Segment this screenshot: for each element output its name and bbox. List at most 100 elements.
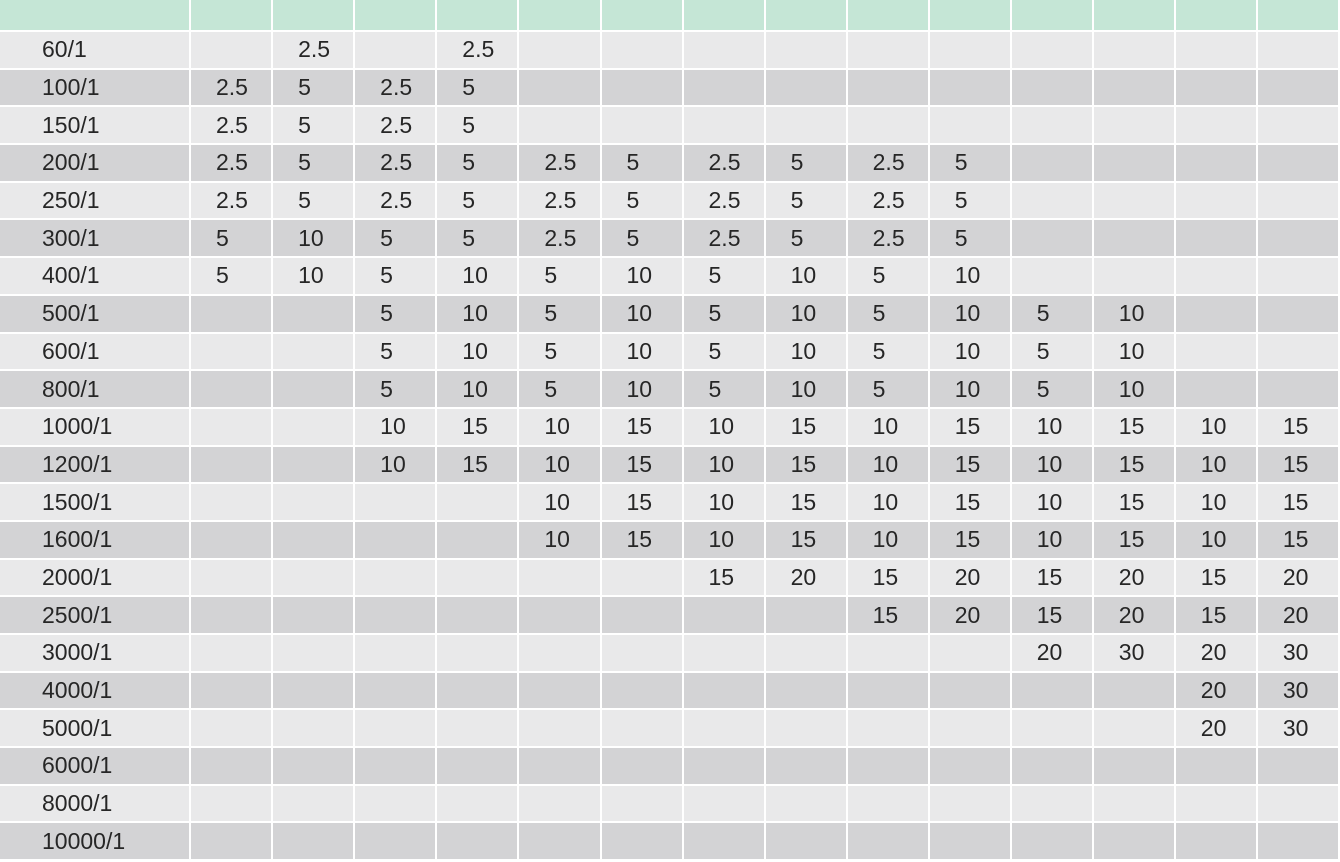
table-cell: 15	[1093, 484, 1174, 520]
table-cell: 5	[519, 333, 600, 370]
header-row	[0, 0, 1338, 30]
table-cell: 10	[765, 371, 846, 407]
row-label: 10000/1	[0, 823, 189, 860]
table-row: 8000/1	[0, 785, 1338, 822]
table-cell	[683, 597, 764, 633]
table-cell: 5	[601, 145, 682, 181]
table-cell: 5	[1011, 371, 1092, 407]
header-cell	[1011, 0, 1092, 30]
header-cell	[1175, 0, 1256, 30]
row-label: 1500/1	[0, 484, 189, 520]
table-cell	[929, 748, 1010, 784]
table-cell	[929, 710, 1010, 747]
table-cell	[190, 635, 272, 671]
table-cell	[190, 32, 272, 68]
table-cell: 10	[273, 258, 354, 294]
table-cell: 15	[437, 446, 518, 483]
header-cell	[355, 0, 436, 30]
table-cell	[765, 672, 846, 709]
table-cell	[1093, 107, 1174, 144]
table-cell	[1011, 32, 1092, 68]
table-cell	[929, 823, 1010, 860]
table-cell	[765, 32, 846, 68]
table-cell: 10	[1011, 446, 1092, 483]
table-cell	[1257, 145, 1338, 181]
table-cell	[601, 32, 682, 68]
table-cell: 20	[1175, 672, 1256, 709]
table-row: 1500/1 10 15 10 15 10 15 10 15 10 15	[0, 484, 1338, 520]
table-cell: 15	[929, 446, 1010, 483]
table-cell: 30	[1257, 710, 1338, 747]
header-cell	[273, 0, 354, 30]
table-cell	[765, 748, 846, 784]
table-cell: 20	[1175, 710, 1256, 747]
table-cell	[847, 710, 928, 747]
row-label: 60/1	[0, 32, 189, 68]
table-cell	[437, 521, 518, 558]
table-cell: 5	[765, 182, 846, 219]
table-cell: 20	[1257, 597, 1338, 633]
table-cell	[1011, 145, 1092, 181]
table-cell	[1093, 785, 1174, 822]
table-cell: 10	[683, 521, 764, 558]
table-cell	[190, 333, 272, 370]
table-cell	[190, 710, 272, 747]
table-cell	[273, 446, 354, 483]
table-cell	[437, 597, 518, 633]
table-cell	[929, 672, 1010, 709]
table-cell	[847, 785, 928, 822]
table-row: 60/1 2.5 2.5	[0, 32, 1338, 68]
row-label: 6000/1	[0, 748, 189, 784]
table-cell: 20	[1093, 597, 1174, 633]
table-cell	[519, 69, 600, 106]
table-row: 500/1 5 10 5 10 5 10 5 10 5 10	[0, 295, 1338, 332]
table-cell	[190, 371, 272, 407]
table-cell	[765, 823, 846, 860]
table-row: 600/1 5 10 5 10 5 10 5 10 5 10	[0, 333, 1338, 370]
table-cell: 2.5	[190, 182, 272, 219]
table-row: 400/1 5 10 5 10 5 10 5 10 5 10	[0, 258, 1338, 294]
table-cell	[519, 823, 600, 860]
table-cell: 20	[1093, 559, 1174, 596]
table-cell: 10	[765, 295, 846, 332]
table-cell: 2.5	[847, 182, 928, 219]
table-cell	[1175, 295, 1256, 332]
table-cell: 2.5	[190, 69, 272, 106]
table-cell: 10	[683, 484, 764, 520]
table-cell: 10	[1011, 408, 1092, 445]
table-cell: 5	[355, 295, 436, 332]
table-cell	[1011, 107, 1092, 144]
table-cell	[1093, 672, 1174, 709]
table-cell	[355, 635, 436, 671]
table-cell: 5	[519, 295, 600, 332]
table-cell: 20	[765, 559, 846, 596]
table-cell: 10	[437, 258, 518, 294]
header-cell	[683, 0, 764, 30]
table-cell: 5	[437, 182, 518, 219]
table-cell: 5	[683, 295, 764, 332]
table-cell	[273, 823, 354, 860]
header-cell	[190, 0, 272, 30]
table-cell	[437, 484, 518, 520]
table-cell: 15	[1257, 521, 1338, 558]
table-cell	[765, 107, 846, 144]
table-cell	[437, 559, 518, 596]
table-cell	[601, 672, 682, 709]
table-cell: 20	[1257, 559, 1338, 596]
table-cell	[437, 635, 518, 671]
row-label: 300/1	[0, 220, 189, 257]
table-cell	[519, 32, 600, 68]
table-cell: 5	[929, 220, 1010, 257]
table-cell: 10	[683, 446, 764, 483]
table-cell	[683, 107, 764, 144]
table-cell	[355, 710, 436, 747]
table-cell: 15	[1011, 597, 1092, 633]
table-cell: 2.5	[355, 107, 436, 144]
header-cell	[1093, 0, 1174, 30]
table-cell: 5	[929, 182, 1010, 219]
table-row: 800/1 5 10 5 10 5 10 5 10 5 10	[0, 371, 1338, 407]
header-cell	[765, 0, 846, 30]
table-cell	[1011, 672, 1092, 709]
table-cell: 5	[1011, 333, 1092, 370]
table-cell	[1175, 258, 1256, 294]
